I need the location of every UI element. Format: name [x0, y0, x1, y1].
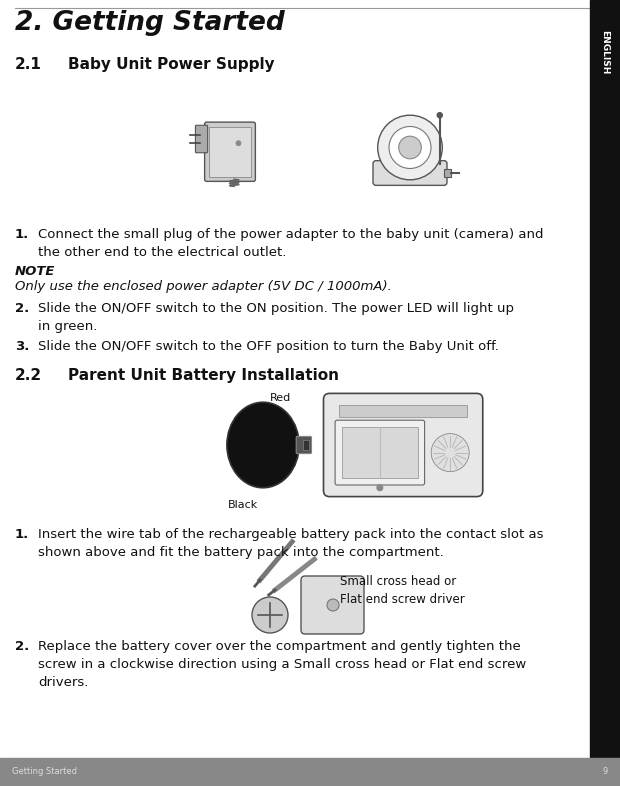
Bar: [209, 127, 251, 177]
Text: 2.: 2.: [15, 302, 29, 315]
Text: 1.: 1.: [15, 528, 29, 541]
Circle shape: [389, 127, 431, 168]
Text: Replace the battery cover over the compartment and gently tighten the
screw in a: Replace the battery cover over the compa…: [38, 640, 526, 689]
Text: 2.: 2.: [15, 640, 29, 653]
Text: Slide the ON/OFF switch to the ON position. The power LED will light up
in green: Slide the ON/OFF switch to the ON positi…: [38, 302, 514, 333]
Text: Parent Unit Battery Installation: Parent Unit Battery Installation: [68, 368, 339, 383]
Bar: [444, 169, 451, 178]
Text: 9: 9: [603, 767, 608, 777]
Text: Small cross head or
Flat end screw driver: Small cross head or Flat end screw drive…: [340, 575, 465, 606]
FancyBboxPatch shape: [301, 576, 364, 634]
Text: Baby Unit Power Supply: Baby Unit Power Supply: [68, 57, 275, 72]
Bar: [342, 427, 418, 478]
FancyBboxPatch shape: [195, 125, 208, 152]
Circle shape: [236, 141, 241, 145]
Circle shape: [252, 597, 288, 633]
Text: 2.1: 2.1: [15, 57, 42, 72]
Text: 1.: 1.: [15, 228, 29, 241]
Text: Only use the enclosed power adapter (5V DC / 1000mA).: Only use the enclosed power adapter (5V …: [15, 280, 392, 293]
FancyBboxPatch shape: [296, 436, 311, 454]
FancyBboxPatch shape: [335, 421, 425, 485]
Text: 3.: 3.: [15, 340, 29, 353]
Text: ENGLISH: ENGLISH: [601, 30, 609, 75]
Bar: [339, 405, 467, 417]
Text: Connect the small plug of the power adapter to the baby unit (camera) and
the ot: Connect the small plug of the power adap…: [38, 228, 544, 259]
Text: Red: Red: [270, 393, 291, 403]
Text: Slide the ON/OFF switch to the OFF position to turn the Baby Unit off.: Slide the ON/OFF switch to the OFF posit…: [38, 340, 499, 353]
Circle shape: [399, 136, 422, 159]
Text: NOTE: NOTE: [15, 265, 55, 278]
Bar: [303, 440, 309, 450]
Text: 2.2: 2.2: [15, 368, 42, 383]
Circle shape: [327, 599, 339, 611]
Circle shape: [437, 112, 442, 118]
Circle shape: [377, 485, 383, 490]
Circle shape: [431, 434, 469, 472]
Bar: [590, 0, 620, 786]
Bar: [0, 758, 620, 786]
FancyBboxPatch shape: [373, 160, 447, 185]
FancyBboxPatch shape: [205, 122, 255, 182]
Text: Getting Started: Getting Started: [12, 767, 77, 777]
Text: Black: Black: [228, 500, 259, 510]
Text: 2. Getting Started: 2. Getting Started: [15, 10, 285, 36]
Circle shape: [378, 116, 442, 180]
Text: Insert the wire tab of the rechargeable battery pack into the contact slot as
sh: Insert the wire tab of the rechargeable …: [38, 528, 544, 559]
FancyBboxPatch shape: [324, 394, 483, 497]
Ellipse shape: [227, 402, 299, 488]
